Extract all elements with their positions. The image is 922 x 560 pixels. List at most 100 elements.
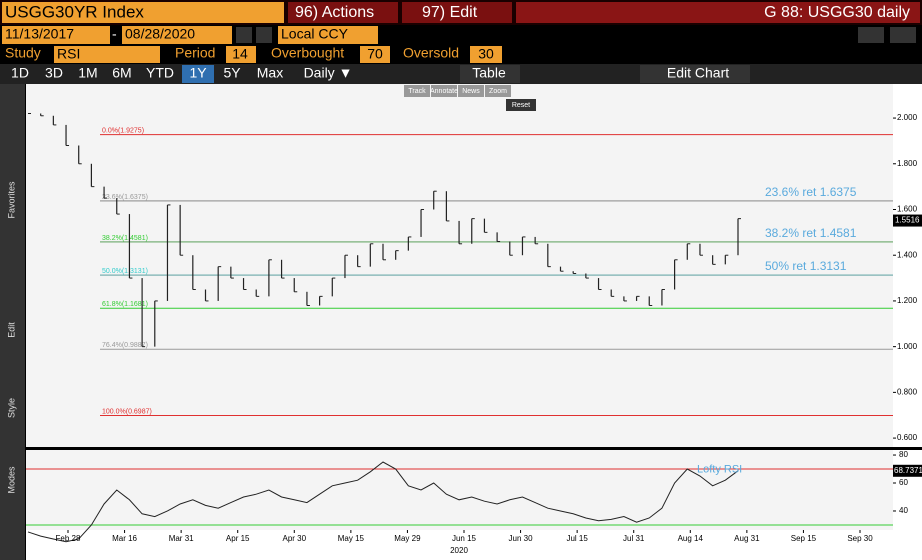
rsi-line [27, 461, 739, 543]
fib-label: 23.6%(1.6375) [102, 194, 148, 201]
tab-label: YTD [146, 65, 174, 81]
title-bar [516, 2, 920, 23]
callout: 38.2% ret 1.4581 [765, 226, 857, 240]
redo-button[interactable] [890, 27, 916, 43]
ticker: USGG30YR Index [5, 2, 144, 21]
x-tick-label: Feb 28 [56, 534, 81, 543]
fib-label: 61.8%(1.1681) [102, 301, 148, 308]
chart-tool-label: Reset [512, 102, 530, 109]
ticker-field[interactable] [2, 2, 284, 23]
fib-label: 76.4%(0.9887) [102, 342, 148, 349]
period-field[interactable] [226, 46, 256, 63]
period-label: Period [175, 45, 215, 61]
actions-button[interactable] [288, 2, 398, 23]
tab-selected[interactable] [182, 65, 214, 83]
tab[interactable] [72, 65, 104, 83]
x-axis-year: 2020 [450, 546, 468, 555]
edit: 97) Edit [422, 4, 478, 21]
tab[interactable] [292, 65, 364, 83]
tab[interactable] [216, 65, 248, 83]
tab-label: 1Y [189, 65, 207, 81]
y-tick-label: 2.000 [897, 113, 918, 122]
next-button[interactable] [256, 27, 272, 43]
rsi-panel [26, 450, 893, 530]
table-button[interactable] [460, 65, 520, 83]
tab-label: Max [257, 65, 283, 81]
rsi-axis [893, 450, 922, 530]
prev-button[interactable] [236, 27, 252, 43]
undo-button[interactable] [858, 27, 884, 43]
callout: 23.6% ret 1.6375 [765, 185, 857, 199]
x-tick-label: Aug 14 [678, 534, 704, 543]
table: Table [472, 65, 506, 81]
currency-field[interactable] [278, 26, 378, 44]
y-tick-label: 1.000 [897, 342, 918, 351]
last-price-tag [893, 214, 922, 227]
x-tick-label: Apr 15 [226, 534, 250, 543]
y-tick-label: 0.600 [897, 433, 918, 442]
fib-label: 100.0%(0.6987) [102, 408, 152, 415]
y-tick-label: 0.800 [897, 387, 918, 396]
chart-tool[interactable] [458, 85, 484, 97]
tab-label: 3D [45, 65, 63, 81]
end-field[interactable] [122, 26, 232, 44]
chart-tool[interactable] [431, 85, 457, 97]
y-tick-label: 40 [899, 506, 908, 515]
chart-tool[interactable] [506, 99, 536, 111]
x-tick-label: Mar 31 [169, 534, 194, 543]
tab[interactable] [140, 65, 180, 83]
study: RSI [57, 46, 80, 62]
start-field[interactable] [2, 26, 110, 44]
edit-chart-button[interactable] [640, 65, 750, 83]
tab[interactable] [4, 65, 36, 83]
last-price: 1.5516 [895, 216, 920, 225]
start-date: 11/13/2017 [5, 26, 74, 42]
tab-label: 5Y [223, 65, 241, 81]
tab-label: 6M [112, 65, 131, 81]
x-tick-label: Jun 15 [452, 534, 477, 543]
fib-label: 38.2%(1.4581) [102, 235, 148, 242]
callout: 50% ret 1.3131 [765, 259, 847, 273]
side-label: Edit [6, 322, 16, 338]
y-tick-label: 1.600 [897, 205, 918, 214]
price-panel [26, 84, 893, 447]
y-tick-label: 1.400 [897, 250, 918, 259]
chart-tool-label: News [462, 88, 480, 95]
y-tick-label: 1.800 [897, 159, 918, 168]
y-tick-label: 1.200 [897, 296, 918, 305]
x-tick-label: Jul 15 [566, 534, 588, 543]
side-label: Favorites [6, 181, 16, 219]
oversold: 30 [478, 46, 494, 62]
x-tick-label: Sep 15 [791, 534, 817, 543]
chart-tool[interactable] [485, 85, 511, 97]
side-toolbar [0, 84, 25, 560]
x-tick-label: Sep 30 [847, 534, 873, 543]
overbought-label: Overbought [271, 45, 344, 61]
end-date: 08/28/2020 [125, 26, 195, 42]
tab-label: Daily ▼ [304, 65, 353, 81]
oversold-label: Oversold [403, 45, 459, 61]
price-axis [893, 84, 922, 447]
tab[interactable] [106, 65, 138, 83]
x-tick-label: Mar 16 [112, 534, 137, 543]
chart-tool-label: Annotate [430, 88, 458, 95]
x-axis-band [26, 530, 922, 560]
edit-button[interactable] [402, 2, 512, 23]
study-field[interactable] [54, 46, 160, 63]
fib-label: 50.0%(1.3131) [102, 268, 148, 275]
side-label: Modes [6, 466, 16, 494]
tab[interactable] [38, 65, 70, 83]
y-tick-label: 80 [899, 450, 908, 459]
rsi-last-tag [893, 464, 922, 477]
edit-chart: Edit Chart [667, 65, 729, 81]
side-label: Style [6, 398, 16, 418]
chart-tool-label: Track [408, 88, 426, 95]
study-label: Study [5, 45, 41, 61]
overbought-field[interactable] [360, 46, 390, 63]
chart-tool[interactable] [404, 85, 430, 97]
overbought: 70 [367, 46, 383, 62]
oversold-field[interactable] [470, 46, 502, 63]
tab[interactable] [250, 65, 290, 83]
